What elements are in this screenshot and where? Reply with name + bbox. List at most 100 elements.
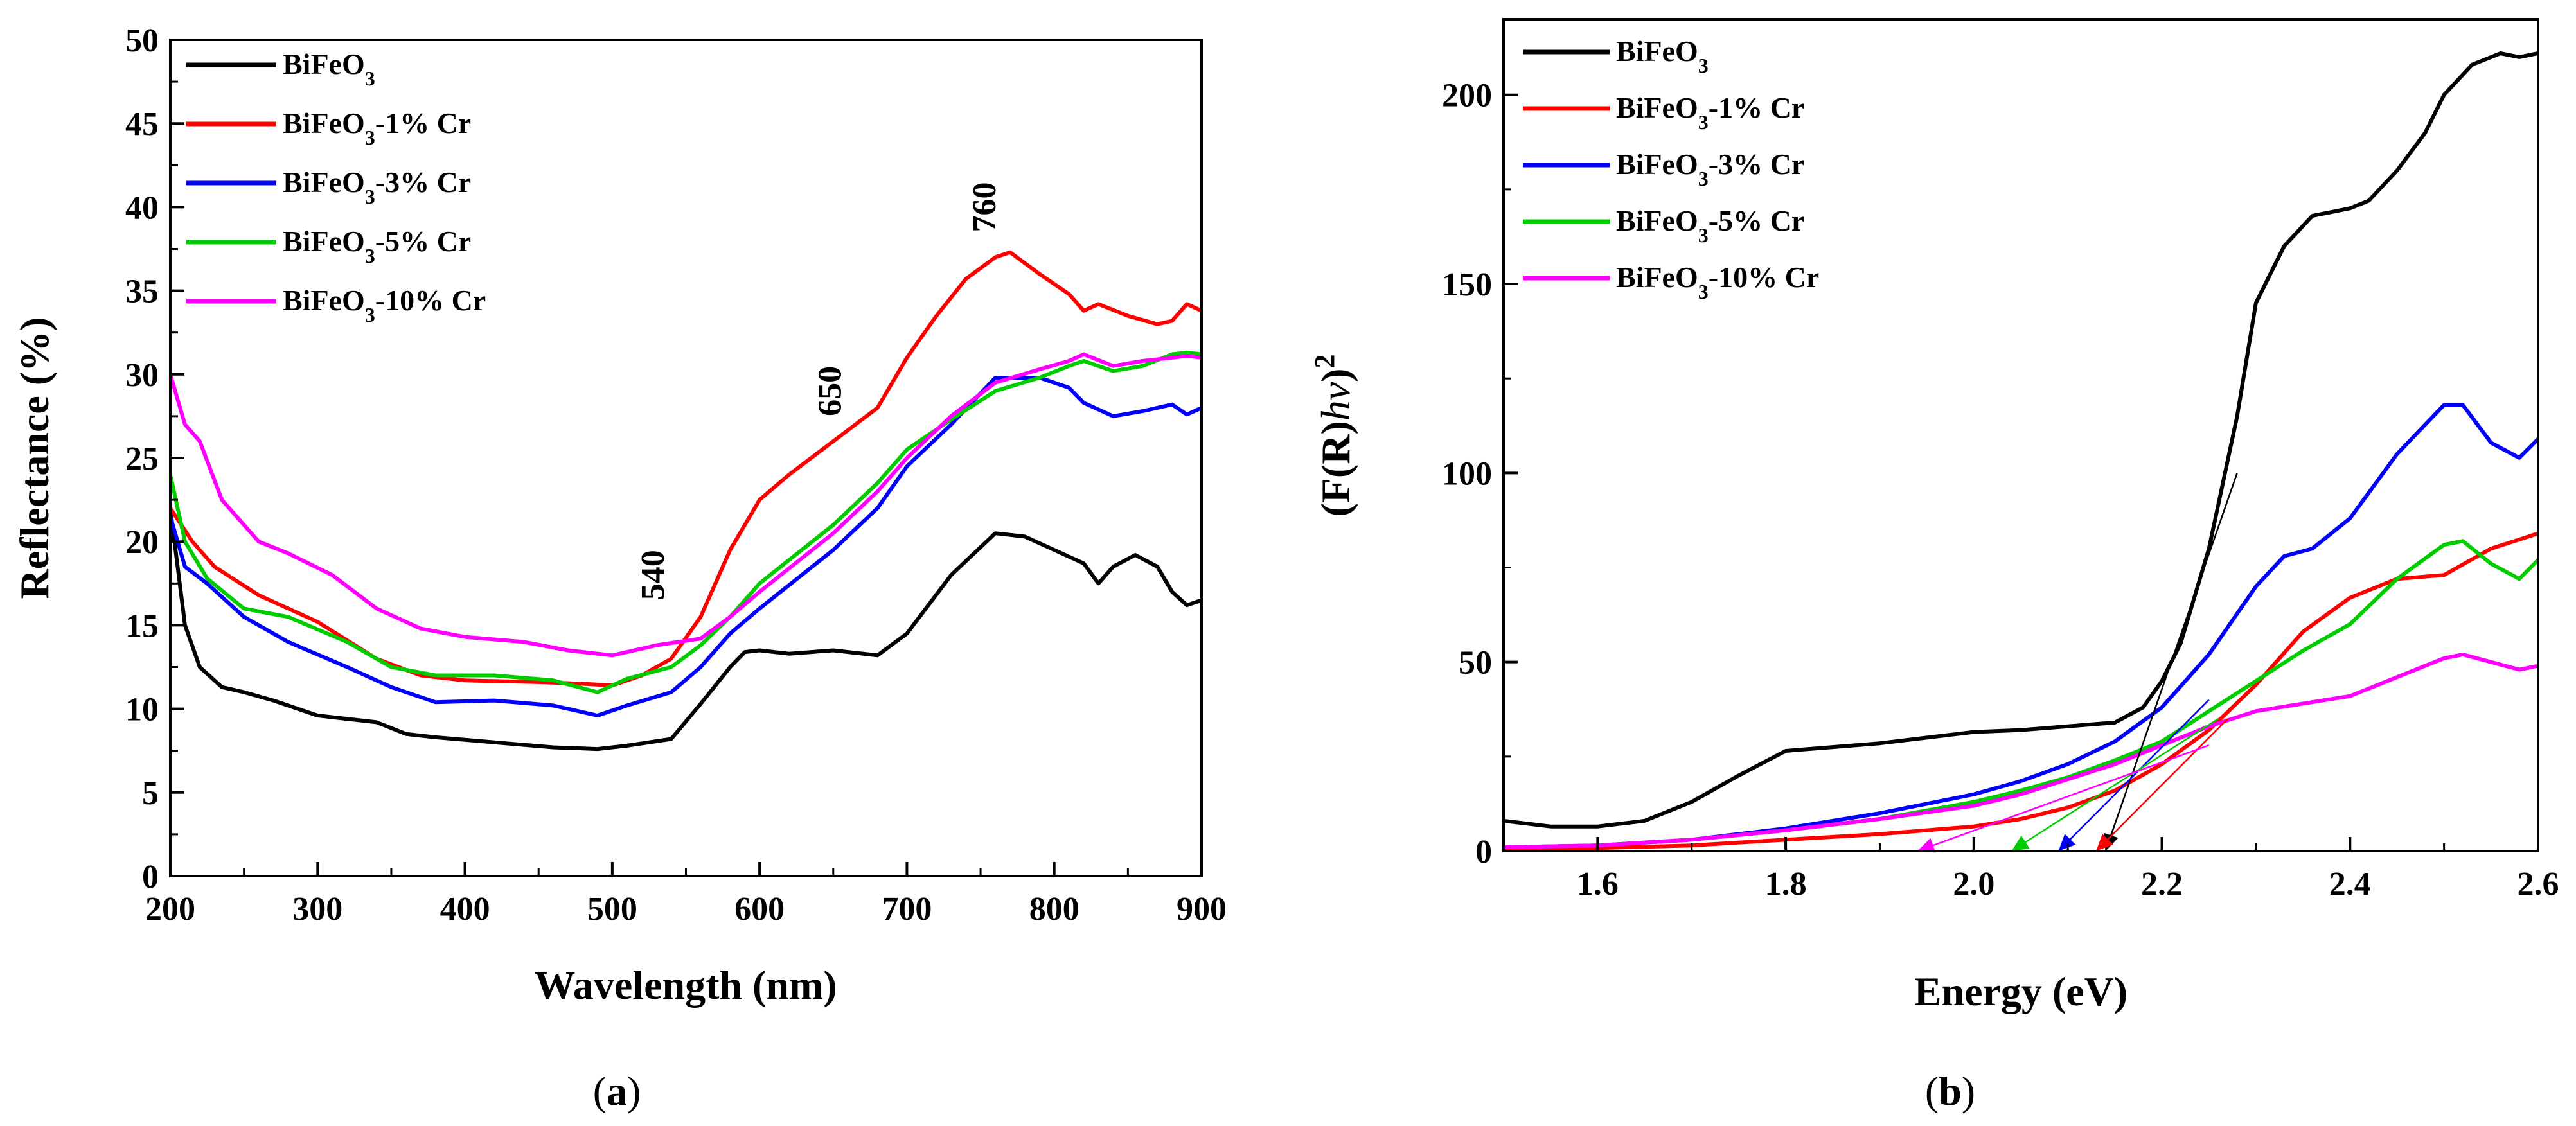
panel-b-y-tick-label: 150 xyxy=(1442,267,1492,303)
panel-a-y-tick-label: 0 xyxy=(142,859,159,895)
panel-a-x-tick-label: 900 xyxy=(1177,891,1227,928)
panel-b-tangent-bifeo3-5pct-cr xyxy=(2011,717,2219,852)
panel-a-legend-item: BiFeO3-10% Cr xyxy=(186,284,486,326)
legend-label-tail: -3% Cr xyxy=(1709,148,1804,180)
legend-label-tail: -5% Cr xyxy=(1709,204,1804,237)
panel-b-series-bifeo3-10pct-cr xyxy=(1504,652,2538,850)
panel-a-legend-label: BiFeO3-3% Cr xyxy=(283,166,471,208)
legend-label-subscript: 3 xyxy=(1698,280,1709,303)
panel-a-series-bifeo3-10pct-cr xyxy=(170,352,1202,658)
panel-b-axes xyxy=(1502,18,2539,852)
panel-a-y-tick-label: 20 xyxy=(125,524,159,561)
panel-b-x-tick-label: 2.4 xyxy=(2329,866,2371,902)
panel-b-tangent-arrowhead-bifeo3-5pct-cr xyxy=(2011,835,2030,851)
panel-a-x-tick-label: 500 xyxy=(587,891,637,928)
panel-b-series-bifeo3-3pct-cr xyxy=(1504,403,2538,850)
panel-b-series-bifeo3-1pct-cr xyxy=(1504,531,2538,851)
panel-a-annotation-540: 540 xyxy=(635,550,671,600)
panel-b-y-title-sup: 2 xyxy=(1309,355,1340,369)
panel-a-x-ticks: 200 300 400 500 600 700 800 900 xyxy=(145,862,1227,928)
panel-b-legend-label: BiFeO3 xyxy=(1616,35,1709,77)
legend-label-tail: -10% Cr xyxy=(375,284,486,317)
panel-b-legend-item: BiFeO3 xyxy=(1523,35,1709,77)
panel-a-legend-item: BiFeO3-5% Cr xyxy=(186,225,471,267)
legend-label-subscript: 3 xyxy=(1698,167,1709,190)
panel-b-legend-label: BiFeO3-10% Cr xyxy=(1616,261,1819,303)
legend-label-tail: -10% Cr xyxy=(1709,261,1819,294)
panel-b-y-title-close: ) xyxy=(1313,369,1358,382)
panel-a-annotation-650: 650 xyxy=(812,366,848,416)
panel-a-y-tick-label: 25 xyxy=(125,441,159,477)
panel-b-y-tick-label: 100 xyxy=(1442,455,1492,492)
panel-a-legend-label: BiFeO3 xyxy=(283,48,375,90)
panel-b-legend-item: BiFeO3-5% Cr xyxy=(1523,204,1804,247)
panel-b-tangent-bifeo3 xyxy=(2104,472,2238,852)
legend-label-main: BiFeO xyxy=(283,107,365,139)
legend-label-subscript: 3 xyxy=(1698,224,1709,247)
panel-a-annotations: 540 650 760 xyxy=(635,182,1003,601)
panel-a-label-letter: a xyxy=(607,1068,627,1114)
panel-b-label: (b) xyxy=(1925,1068,1975,1114)
panel-a-legend-label: BiFeO3-1% Cr xyxy=(283,107,471,149)
panel-b-x-tick-label: 1.8 xyxy=(1765,866,1807,902)
legend-label-subscript: 3 xyxy=(365,185,375,208)
panel-b-legend-label: BiFeO3-1% Cr xyxy=(1616,91,1804,134)
panel-b-tangent-bifeo3-3pct-cr xyxy=(2057,699,2210,852)
panel-b-tangent-bifeo3-10pct-cr xyxy=(1917,744,2210,852)
panel-a-x-tick-label: 800 xyxy=(1029,891,1079,928)
panel-a-x-tick-label: 400 xyxy=(440,891,490,928)
panel-b-tangent-bifeo3-1pct-cr xyxy=(2095,718,2228,852)
panel-b-tangent-lines xyxy=(1917,472,2238,853)
legend-label-main: BiFeO xyxy=(1616,91,1698,124)
panel-a-x-tick-label: 700 xyxy=(882,891,932,928)
panel-a-y-tick-label: 10 xyxy=(125,692,159,728)
legend-label-tail: -3% Cr xyxy=(375,166,471,198)
panel-b-tangent-arrowhead-bifeo3-3pct-cr xyxy=(2058,834,2076,851)
panel-a-label: (a) xyxy=(593,1068,641,1114)
panel-b-legend-label: BiFeO3-5% Cr xyxy=(1616,204,1804,247)
legend-label-tail: -1% Cr xyxy=(1709,91,1804,124)
legend-label-subscript: 3 xyxy=(365,126,375,149)
panel-b-tangent-arrowhead-bifeo3-10pct-cr xyxy=(1917,838,1936,853)
panel-a-legend-item: BiFeO3-3% Cr xyxy=(186,166,471,208)
legend-label-subscript: 3 xyxy=(1698,54,1709,77)
panel-a-series-group xyxy=(170,250,1202,752)
panel-b-series-bifeo3 xyxy=(1504,51,2538,829)
panel-b-y-axis-title: (F(R)hv)2 xyxy=(1309,355,1359,517)
panel-a-y-tick-label: 45 xyxy=(125,106,159,143)
panel-b-x-tick-label: 1.6 xyxy=(1577,866,1619,902)
panel-b-series-bifeo3-5pct-cr xyxy=(1504,539,2538,850)
panel-b-y-ticks: 0 50 100 150 200 xyxy=(1442,78,1518,870)
panel-b-x-tick-label: 2.2 xyxy=(2141,866,2183,902)
panel-a-y-tick-label: 50 xyxy=(125,22,159,59)
panel-b-x-axis-title: Energy (eV) xyxy=(1914,969,2127,1014)
legend-label-main: BiFeO xyxy=(283,284,365,317)
panel-b-x-ticks: 1.6 1.8 2.0 2.2 2.4 2.6 xyxy=(1577,837,2559,902)
panel-a-series-bifeo3-1pct-cr xyxy=(170,250,1202,688)
panel-b-y-tick-label: 0 xyxy=(1475,834,1492,870)
panel-a-x-tick-label: 300 xyxy=(292,891,342,928)
panel-a-x-axis-title: Wavelength (nm) xyxy=(534,962,837,1008)
legend-label-main: BiFeO xyxy=(1616,148,1698,180)
panel-b-x-tick-label: 2.0 xyxy=(1953,866,1994,902)
panel-b-y-tick-label: 200 xyxy=(1442,78,1492,114)
panel-b-x-tick-label: 2.6 xyxy=(2518,866,2559,902)
legend-label-main: BiFeO xyxy=(1616,35,1698,67)
legend-label-main: BiFeO xyxy=(283,48,365,80)
legend-label-subscript: 3 xyxy=(365,303,375,326)
panel-a-y-ticks: 0 5 10 15 20 25 30 35 40 45 50 xyxy=(125,22,184,895)
panel-a-legend-label: BiFeO3-5% Cr xyxy=(283,225,471,267)
legend-label-main: BiFeO xyxy=(283,225,365,258)
panel-a-annotation-760: 760 xyxy=(966,182,1003,233)
panel-b-legend-item: BiFeO3-3% Cr xyxy=(1523,148,1804,190)
panel-b-y-tick-label: 50 xyxy=(1459,645,1492,682)
panel-a-legend-item: BiFeO3 xyxy=(186,48,375,90)
panel-a-series-bifeo3 xyxy=(170,506,1202,752)
panel-b-series-group xyxy=(1504,51,2538,851)
legend-label-tail: -1% Cr xyxy=(375,107,471,139)
panel-a-y-tick-label: 35 xyxy=(125,274,159,310)
legend-label-tail: -5% Cr xyxy=(375,225,471,258)
legend-label-subscript: 3 xyxy=(365,67,375,90)
